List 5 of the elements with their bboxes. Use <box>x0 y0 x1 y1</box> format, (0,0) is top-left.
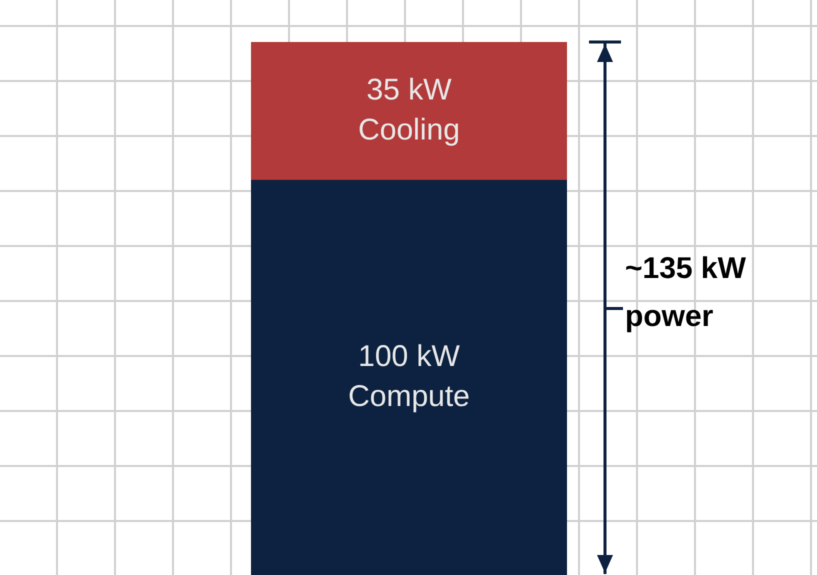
total-label: ~135 kW power <box>625 252 747 333</box>
series-label: Cooling <box>358 113 460 146</box>
data-label: 100 kW <box>358 340 461 373</box>
series-label: Compute <box>348 380 470 413</box>
data-label: 35 kW <box>366 73 452 106</box>
